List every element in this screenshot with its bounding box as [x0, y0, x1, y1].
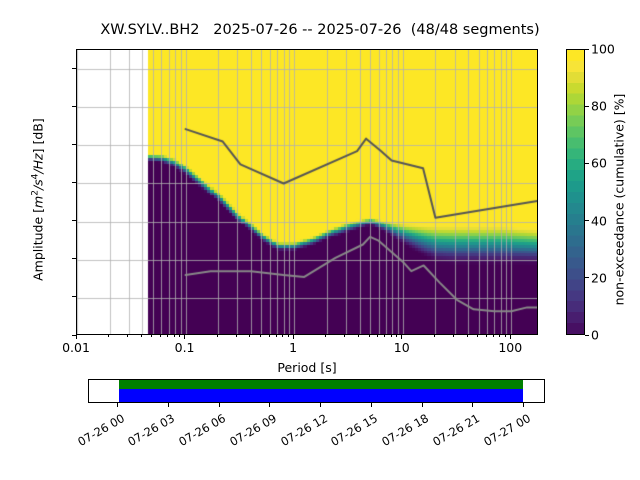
- ppsd-histogram-layer: [77, 50, 537, 334]
- timeline-tick-mark: [472, 403, 474, 407]
- x-axis-tick-mark: [184, 335, 186, 339]
- page-title: XW.SYLV..BH2 2025-07-26 -- 2025-07-26 (4…: [100, 22, 540, 38]
- y-axis-tick-mark: [72, 105, 76, 107]
- timeline-tick-label: 07-26 18: [379, 411, 432, 449]
- x-axis-minor-tick: [492, 335, 494, 338]
- colorbar-tick-label: 100: [591, 41, 615, 57]
- x-axis-minor-tick: [358, 335, 359, 338]
- timeline-tick-label: 07-26 06: [176, 411, 229, 449]
- x-axis-tick-label: 10: [393, 340, 410, 355]
- timeline-bar-data-coverage: [118, 380, 523, 389]
- colorbar-tick-label: 40: [591, 213, 607, 229]
- x-axis-minor-tick: [108, 335, 110, 338]
- x-axis-minor-tick: [396, 335, 398, 338]
- x-axis-minor-tick: [167, 335, 169, 338]
- x-axis-tick-label: 0.01: [62, 340, 90, 355]
- x-axis-minor-tick: [282, 335, 284, 338]
- x-axis-minor-tick: [466, 335, 468, 338]
- timeline-tick-label: 07-26 12: [277, 411, 330, 449]
- timeline-tick-label: 07-27 00: [480, 411, 533, 449]
- x-axis-minor-tick: [179, 335, 181, 338]
- x-axis-minor-tick: [477, 335, 479, 338]
- timeline-tick-label: 07-26 21: [429, 411, 482, 449]
- y-axis-tick-mark: [72, 143, 76, 145]
- colorbar-tick-mark: [585, 334, 589, 336]
- timeline-tick-label: 07-26 00: [74, 411, 127, 449]
- x-axis-minor-tick: [453, 335, 454, 338]
- x-axis-minor-tick: [140, 335, 142, 338]
- x-axis-minor-tick: [173, 335, 175, 338]
- y-axis-tick-mark: [72, 181, 76, 184]
- colorbar-tick-mark: [585, 277, 589, 279]
- x-axis-tick-mark: [509, 335, 511, 339]
- x-axis-label: Period [s]: [277, 360, 337, 375]
- x-axis-minor-tick: [159, 335, 161, 338]
- y-axis-tick-mark: [72, 258, 76, 260]
- timeline-coverage-plot[interactable]: [88, 379, 545, 403]
- x-axis-tick-mark: [401, 335, 403, 339]
- colorbar-tick-label: 20: [591, 270, 607, 286]
- x-axis-minor-tick: [259, 335, 261, 338]
- y-axis-tick-mark: [72, 334, 76, 336]
- x-axis-minor-tick: [268, 335, 270, 338]
- x-axis-minor-tick: [377, 335, 379, 338]
- timeline-tick-label: 07-26 09: [227, 411, 279, 449]
- x-axis-minor-tick: [151, 335, 153, 338]
- colorbar[interactable]: [566, 49, 585, 335]
- colorbar-label: non-exceedance (cumulative) [%]: [611, 93, 627, 306]
- x-axis-minor-tick: [249, 335, 251, 338]
- x-axis-minor-tick: [485, 335, 487, 338]
- x-axis-minor-tick: [216, 335, 218, 338]
- x-axis-minor-tick: [499, 335, 501, 338]
- timeline-tick-mark: [320, 403, 322, 407]
- y-axis-tick-mark: [72, 67, 76, 69]
- timeline-tick-mark: [269, 403, 271, 407]
- colorbar-tick-mark: [585, 48, 589, 50]
- x-axis-minor-tick: [384, 335, 386, 338]
- x-axis-minor-tick: [287, 335, 289, 338]
- timeline-tick-mark: [218, 403, 220, 407]
- colorbar-tick-mark: [585, 220, 589, 222]
- colorbar-tick-label: 60: [591, 155, 607, 171]
- colorbar-tick-label: 80: [591, 98, 607, 114]
- y-axis-tick-mark: [72, 220, 76, 222]
- x-axis-tick-label: 0.1: [174, 340, 195, 355]
- x-axis-tick-label: 100: [498, 340, 523, 355]
- timeline-tick-mark: [370, 403, 372, 407]
- x-axis-minor-tick: [368, 335, 370, 338]
- timeline-tick-label: 07-26 15: [328, 411, 381, 449]
- colorbar-gradient: [567, 50, 584, 334]
- x-axis-minor-tick: [433, 335, 435, 338]
- timeline-bar-psd-segments: [118, 389, 523, 402]
- x-axis-minor-tick: [325, 335, 327, 338]
- ppsd-plot-area[interactable]: [76, 49, 538, 335]
- timeline-tick-mark: [117, 403, 119, 407]
- colorbar-tick-mark: [585, 105, 589, 107]
- colorbar-tick-label: 0: [591, 327, 599, 343]
- x-axis-minor-tick: [390, 335, 392, 338]
- x-axis-minor-tick: [127, 335, 129, 338]
- x-axis-minor-tick: [235, 335, 237, 338]
- x-axis-tick-label: 1: [289, 340, 298, 355]
- x-axis-tick-mark: [75, 335, 77, 339]
- y-axis-tick-mark: [72, 296, 76, 298]
- x-axis-tick-mark: [292, 335, 294, 339]
- x-axis-minor-tick: [504, 335, 506, 338]
- timeline-tick-mark: [421, 403, 423, 407]
- y-axis-label: Amplitude [m2/s4/Hz] [dB]: [30, 118, 46, 281]
- timeline-tick-mark: [523, 403, 525, 407]
- timeline-tick-label: 07-26 03: [125, 411, 178, 449]
- x-axis-minor-tick: [344, 335, 346, 338]
- timeline-tick-mark: [167, 403, 170, 407]
- x-axis-minor-tick: [275, 335, 277, 338]
- colorbar-tick-mark: [585, 162, 589, 164]
